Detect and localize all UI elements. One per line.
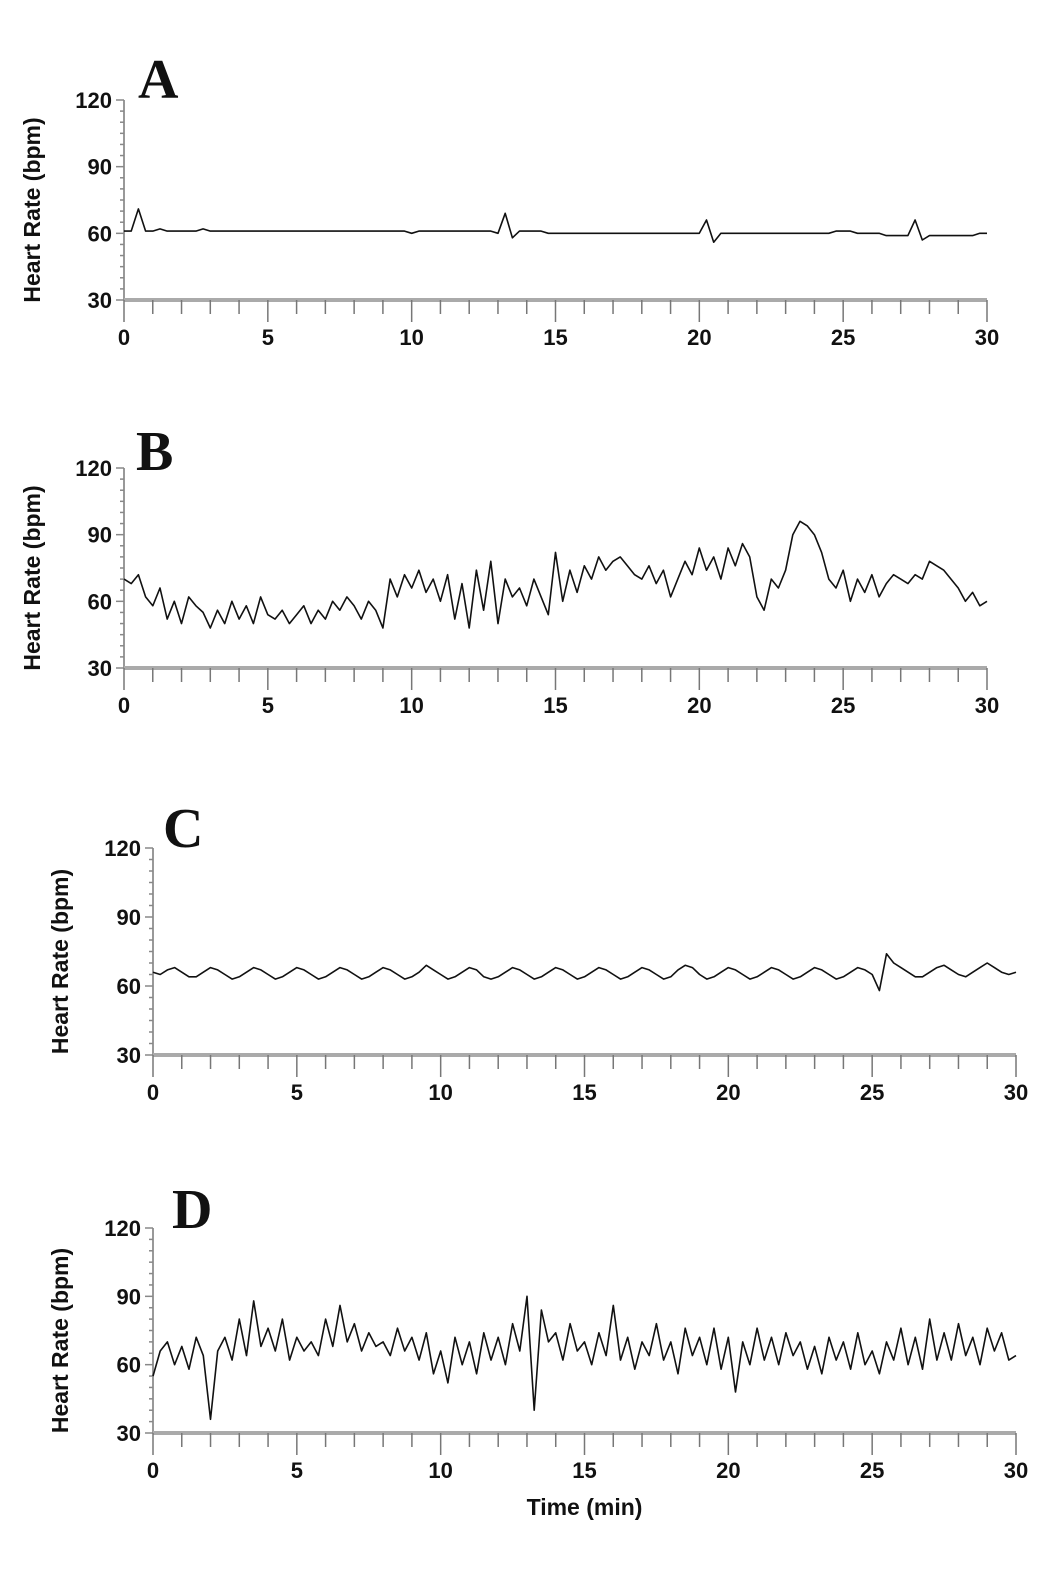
x-axis-label: Time (min) <box>527 1494 643 1520</box>
x-tick-label: 10 <box>399 325 423 350</box>
y-axis-label: Heart Rate (bpm) <box>19 117 45 302</box>
y-tick-label: 90 <box>117 1284 141 1309</box>
y-tick-label: 60 <box>117 1353 141 1378</box>
y-axis-label: Heart Rate (bpm) <box>47 1248 73 1433</box>
x-tick-label: 30 <box>975 325 999 350</box>
y-tick-label: 120 <box>75 456 112 481</box>
heart-rate-series <box>152 1295 1017 1421</box>
x-tick-label: 5 <box>291 1080 303 1105</box>
x-tick-label: 5 <box>291 1458 303 1483</box>
panel-label: A <box>138 49 179 111</box>
x-tick-label: 5 <box>262 693 274 718</box>
x-tick-label: 5 <box>262 325 274 350</box>
y-tick-label: 60 <box>117 974 141 999</box>
panel-c: 0 5 10 15 20 25 30 30 60 90 120 Heart Rate (bpm) C <box>47 798 1028 1105</box>
panel-b: 0 5 10 15 20 25 30 30 60 90 120 Heart Rate (bpm) B <box>19 421 999 718</box>
x-tick-label: 10 <box>428 1080 452 1105</box>
panel-label: B <box>136 421 173 483</box>
heart-rate-series <box>152 952 1017 992</box>
y-tick-label: 90 <box>88 155 112 180</box>
y-tick-label: 30 <box>117 1421 141 1446</box>
panel-a: 0 5 10 15 20 25 30 30 60 90 120 Heart Rate (bpm) A <box>19 49 999 350</box>
panel-label: C <box>163 798 203 860</box>
y-tick-label: 30 <box>88 288 112 313</box>
x-tick-label: 10 <box>428 1458 452 1483</box>
x-tick-label: 25 <box>860 1458 884 1483</box>
heart-rate-series <box>124 208 987 243</box>
x-tick-label: 15 <box>543 693 567 718</box>
x-tick-label: 15 <box>572 1458 596 1483</box>
y-tick-label: 30 <box>117 1043 141 1068</box>
y-tick-label: 60 <box>88 221 112 246</box>
x-tick-label: 15 <box>572 1080 596 1105</box>
x-tick-label: 25 <box>860 1080 884 1105</box>
x-tick-label: 20 <box>716 1458 740 1483</box>
x-tick-label: 0 <box>147 1080 159 1105</box>
x-tick-label: 20 <box>687 325 711 350</box>
x-tick-label: 0 <box>147 1458 159 1483</box>
y-tick-label: 30 <box>88 656 112 681</box>
x-tick-label: 0 <box>118 325 130 350</box>
panel-label: D <box>172 1179 212 1241</box>
x-tick-label: 30 <box>1004 1080 1028 1105</box>
x-tick-label: 20 <box>716 1080 740 1105</box>
y-axis-label: Heart Rate (bpm) <box>47 869 73 1054</box>
x-tick-label: 15 <box>543 325 567 350</box>
y-tick-label: 120 <box>104 836 141 861</box>
y-axis-label: Heart Rate (bpm) <box>19 485 45 670</box>
y-tick-label: 60 <box>88 589 112 614</box>
y-tick-label: 120 <box>104 1216 141 1241</box>
y-tick-label: 90 <box>117 905 141 930</box>
x-tick-label: 0 <box>118 693 130 718</box>
x-tick-label: 20 <box>687 693 711 718</box>
x-tick-label: 25 <box>831 693 855 718</box>
panel-d: 0 5 10 15 20 25 30 30 60 90 120 Heart Rate (bpm) D Ti… <box>47 1179 1028 1520</box>
x-tick-label: 10 <box>399 693 423 718</box>
heart-rate-series <box>123 520 988 629</box>
y-tick-label: 120 <box>75 88 112 113</box>
y-tick-label: 90 <box>88 523 112 548</box>
x-tick-label: 25 <box>831 325 855 350</box>
x-tick-label: 30 <box>1004 1458 1028 1483</box>
x-tick-label: 30 <box>975 693 999 718</box>
